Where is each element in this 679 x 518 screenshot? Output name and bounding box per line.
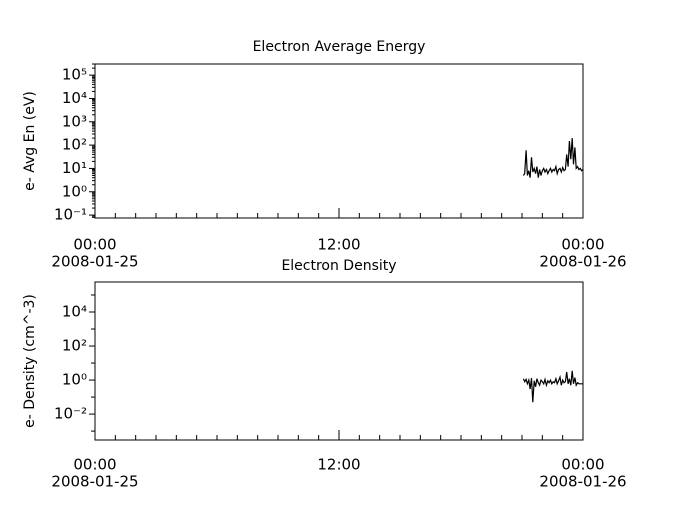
x-tick-label: 00:00 xyxy=(73,236,116,254)
y-tick-label: 10⁴ xyxy=(62,89,87,107)
plot-frame xyxy=(94,281,584,441)
y-tick-label: 10⁰ xyxy=(62,182,87,200)
y-axis-label: e- Avg En (eV) xyxy=(22,91,38,191)
x-tick-label: 2008-01-25 xyxy=(51,253,138,271)
y-tick-label: 10³ xyxy=(62,112,87,130)
y-tick-label: 10⁻² xyxy=(54,405,87,423)
plot-frame xyxy=(94,63,584,219)
y-tick-label: 10² xyxy=(62,337,87,355)
x-tick-label: 00:00 xyxy=(561,236,604,254)
x-tick-label: 00:00 xyxy=(73,456,116,474)
y-tick-label: 10² xyxy=(62,136,87,154)
data-line xyxy=(522,138,584,178)
data-line xyxy=(522,370,583,403)
x-tick-label: 2008-01-26 xyxy=(539,253,626,271)
chart-title: Electron Average Energy xyxy=(253,39,426,55)
y-tick-label: 10⁻¹ xyxy=(54,206,87,224)
x-tick-label: 12:00 xyxy=(317,456,360,474)
chart-title: Electron Density xyxy=(281,258,396,274)
y-axis-label: e- Density (cm^-3) xyxy=(22,294,38,428)
x-tick-label: 12:00 xyxy=(317,236,360,254)
x-tick-label: 00:00 xyxy=(561,456,604,474)
y-tick-label: 10⁴ xyxy=(62,303,87,321)
y-tick-label: 10¹ xyxy=(62,159,87,177)
x-tick-label: 2008-01-26 xyxy=(539,473,626,491)
y-tick-label: 10⁵ xyxy=(62,66,87,84)
y-tick-label: 10⁰ xyxy=(62,371,87,389)
x-tick-label: 2008-01-25 xyxy=(51,473,138,491)
